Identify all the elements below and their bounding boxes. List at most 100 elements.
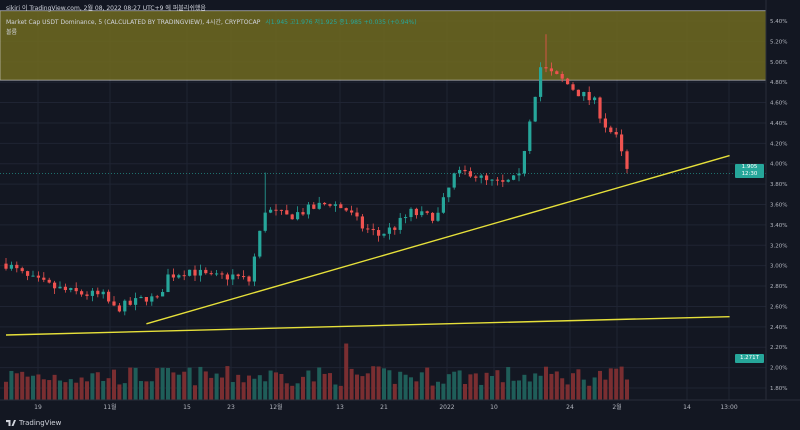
volume-bar	[603, 379, 608, 400]
candle-body	[452, 173, 456, 188]
volume-bar	[79, 377, 84, 400]
candle-body	[258, 230, 262, 257]
candle-body	[539, 67, 543, 97]
volume-bar	[166, 367, 170, 400]
volume-bar	[230, 382, 235, 400]
x-tick-label: 14	[683, 404, 691, 411]
volume-bar	[328, 373, 332, 400]
volume-bar	[549, 373, 554, 400]
candle-body	[366, 228, 370, 230]
candle-body	[409, 208, 413, 218]
candle-body	[85, 294, 89, 296]
volume-bar	[554, 371, 559, 400]
x-tick-label: 21	[380, 404, 388, 411]
candle-body	[188, 269, 192, 276]
trendline[interactable]	[146, 154, 730, 325]
y-tick-label: 2.60%	[770, 304, 787, 310]
volume-bar	[101, 380, 106, 400]
candle-body	[171, 274, 175, 278]
candle-body	[582, 91, 586, 97]
volume-bar	[301, 376, 305, 400]
volume-bar	[247, 375, 251, 400]
volume-bar	[290, 385, 295, 400]
volume-bar	[241, 382, 246, 400]
volume-bar	[565, 384, 570, 400]
candle-body	[58, 286, 62, 289]
volume-bar	[52, 374, 57, 400]
volume-bar	[441, 383, 446, 400]
resistance-zone	[0, 10, 767, 81]
candle-body	[393, 227, 397, 230]
x-tick-label: 13	[336, 404, 344, 411]
candle-body	[263, 212, 267, 231]
volume-bar	[4, 381, 8, 400]
volume-bar	[9, 370, 14, 400]
y-tick-label: 5.00%	[770, 60, 787, 66]
candle-body	[231, 274, 235, 280]
candle-body	[42, 277, 46, 280]
candle-body	[193, 269, 197, 276]
candle-body	[436, 212, 440, 221]
candle-body	[506, 179, 510, 182]
candle-body	[47, 279, 51, 283]
candle-body	[20, 268, 24, 272]
candle-body	[398, 217, 402, 230]
candle-body	[290, 214, 294, 220]
candle-body	[155, 296, 159, 298]
candle-body	[468, 171, 472, 177]
volume-bar	[419, 372, 424, 400]
candle-body	[474, 176, 478, 178]
volume-bar	[85, 381, 89, 400]
candle-body	[107, 291, 111, 302]
x-tick-label: 12월	[269, 403, 282, 411]
volume-bar	[333, 384, 338, 400]
trendline[interactable]	[5, 315, 730, 336]
y-tick-label: 3.40%	[770, 223, 787, 229]
ohlc-values: 시1.945 고1.976 저1.925 종1.985 +0.035 (+0.9…	[265, 19, 417, 26]
footer-bar	[0, 415, 800, 430]
candle-body	[490, 179, 494, 181]
candle-body	[517, 173, 521, 176]
candle-body	[323, 202, 327, 205]
candle-body	[31, 275, 35, 277]
candle-body	[593, 97, 597, 101]
volume-bar	[257, 375, 262, 400]
volume-bar	[117, 384, 122, 400]
volume-bar	[95, 372, 100, 400]
volume-bar	[149, 381, 154, 400]
volume-bar	[133, 367, 138, 400]
candle-body	[134, 298, 138, 305]
candle-body	[36, 275, 40, 278]
candle-body	[501, 180, 505, 182]
volume-bar	[182, 371, 187, 400]
x-tick-label: 19	[34, 404, 42, 411]
candle-body	[576, 89, 580, 97]
volume-bar	[576, 369, 581, 400]
volume-bar	[193, 385, 197, 400]
volume-bar	[344, 343, 349, 400]
candle-body	[463, 169, 467, 172]
volume-bar	[317, 367, 322, 400]
y-tick-label: 1.80%	[770, 386, 787, 392]
volume-bar	[160, 367, 165, 400]
y-tick-label: 2.20%	[770, 345, 787, 351]
candle-body	[458, 169, 462, 174]
candle-body	[317, 202, 321, 209]
candle-body	[301, 212, 305, 215]
x-tick-label: 2월	[612, 403, 621, 411]
candle-body	[566, 78, 570, 85]
x-tick-label: 23	[227, 404, 235, 411]
volume-bar	[500, 382, 505, 400]
candle-body	[549, 68, 553, 72]
volume-bar	[587, 385, 592, 400]
volume-bar	[41, 379, 46, 400]
candle-body	[9, 264, 13, 269]
volume-bar	[90, 373, 95, 400]
volume-bar	[295, 383, 300, 400]
candle-body	[161, 291, 165, 297]
candle-body	[485, 175, 489, 181]
tradingview-brand: TradingView	[6, 419, 61, 427]
x-tick-label: 13:00	[720, 404, 737, 411]
volume-bar	[68, 379, 73, 400]
